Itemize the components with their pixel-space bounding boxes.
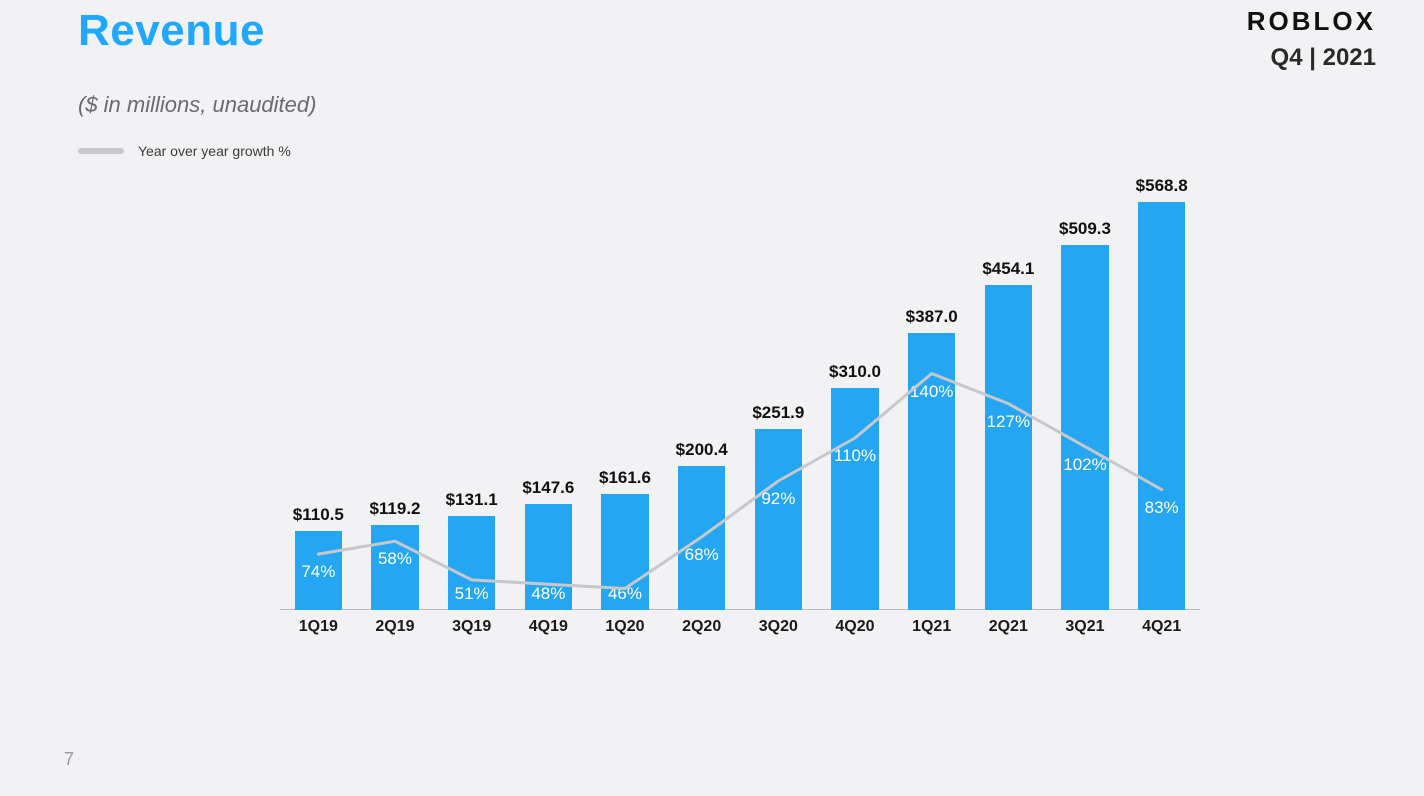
x-axis-label: 2Q21	[970, 618, 1047, 636]
bar-growth-label: 83%	[1138, 498, 1186, 518]
x-axis-label: 1Q19	[280, 618, 357, 636]
bar-value-label: $310.0	[822, 362, 889, 382]
bar-value-label: $147.6	[515, 478, 582, 498]
chart-plot-area: $110.574%$119.258%$131.151%$147.648%$161…	[280, 180, 1200, 610]
bar-growth-label: 74%	[295, 562, 343, 582]
bar-slot: $387.0140%	[908, 180, 956, 610]
bar-slot: $110.574%	[295, 180, 343, 610]
x-axis-label: 3Q20	[740, 618, 817, 636]
bar	[831, 388, 879, 610]
bar-slot: $568.883%	[1138, 180, 1186, 610]
bar	[678, 466, 726, 610]
page-title: Revenue	[78, 6, 265, 56]
bar-slot: $131.151%	[448, 180, 496, 610]
bar-growth-label: 92%	[755, 489, 803, 509]
legend-swatch	[78, 148, 124, 154]
bar-value-label: $568.8	[1128, 176, 1195, 196]
x-axis-label: 4Q20	[817, 618, 894, 636]
brand-logo: ROBLOX	[1247, 6, 1376, 37]
bar-value-label: $387.0	[898, 307, 965, 327]
bar	[1138, 202, 1186, 610]
x-axis-label: 1Q21	[893, 618, 970, 636]
page-number: 7	[64, 749, 74, 770]
x-axis-label: 2Q19	[357, 618, 434, 636]
bar-value-label: $131.1	[438, 490, 505, 510]
bar-slot: $251.992%	[755, 180, 803, 610]
bar-growth-label: 140%	[908, 382, 956, 402]
legend: Year over year growth %	[78, 143, 291, 159]
bar	[908, 333, 956, 610]
bar	[985, 285, 1033, 610]
bar-slot: $147.648%	[525, 180, 573, 610]
legend-label: Year over year growth %	[138, 143, 291, 159]
x-axis-label: 4Q19	[510, 618, 587, 636]
x-axis-label: 1Q20	[587, 618, 664, 636]
revenue-chart: $110.574%$119.258%$131.151%$147.648%$161…	[280, 180, 1200, 640]
x-axis-label: 3Q21	[1047, 618, 1124, 636]
x-axis-label: 3Q19	[433, 618, 510, 636]
bar-growth-label: 102%	[1061, 455, 1109, 475]
report-period: Q4 | 2021	[1271, 44, 1376, 72]
bar-growth-label: 46%	[601, 584, 649, 604]
bar-slot: $509.3102%	[1061, 180, 1109, 610]
bar-growth-label: 48%	[525, 584, 573, 604]
bar-value-label: $509.3	[1052, 219, 1119, 239]
x-axis-label: 2Q20	[663, 618, 740, 636]
bar-slot: $119.258%	[371, 180, 419, 610]
bar-growth-label: 127%	[985, 412, 1033, 432]
x-axis-label: 4Q21	[1123, 618, 1200, 636]
bar-slot: $454.1127%	[985, 180, 1033, 610]
bar	[1061, 245, 1109, 610]
bar-value-label: $454.1	[975, 259, 1042, 279]
bar	[755, 429, 803, 610]
page-subtitle: ($ in millions, unaudited)	[78, 92, 316, 118]
bar-value-label: $161.6	[592, 468, 659, 488]
bar-slot: $200.468%	[678, 180, 726, 610]
bar-growth-label: 110%	[831, 446, 879, 466]
bar-value-label: $251.9	[745, 403, 812, 423]
bar-slot: $161.646%	[601, 180, 649, 610]
bar-growth-label: 58%	[371, 549, 419, 569]
bar-value-label: $200.4	[668, 440, 735, 460]
bar-value-label: $110.5	[285, 505, 352, 525]
bar-growth-label: 68%	[678, 545, 726, 565]
bar-value-label: $119.2	[362, 499, 429, 519]
bar-growth-label: 51%	[448, 584, 496, 604]
bar-slot: $310.0110%	[831, 180, 879, 610]
